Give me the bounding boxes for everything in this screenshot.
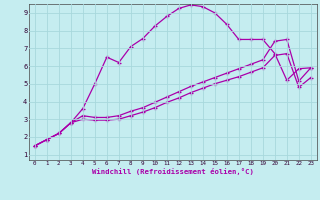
X-axis label: Windchill (Refroidissement éolien,°C): Windchill (Refroidissement éolien,°C)	[92, 168, 254, 175]
